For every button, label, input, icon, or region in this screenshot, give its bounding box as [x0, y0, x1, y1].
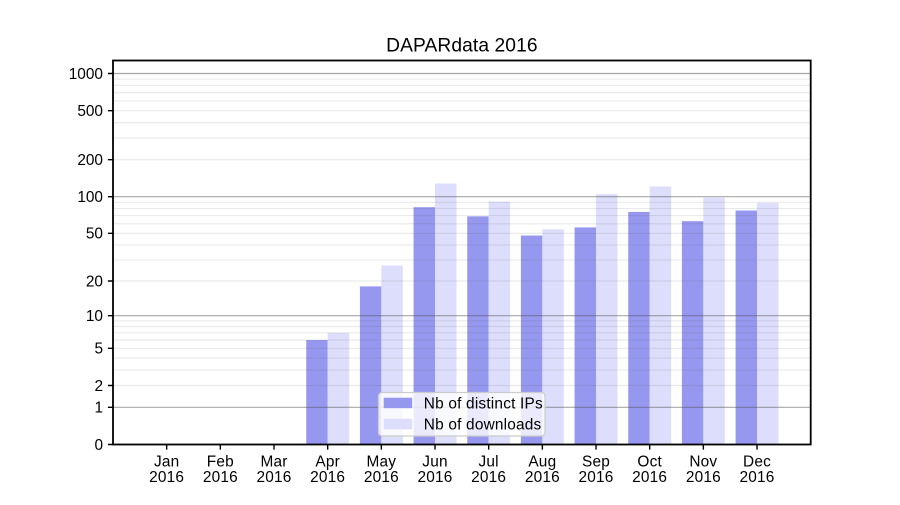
svg-text:Jul: Jul — [479, 454, 499, 471]
svg-text:May: May — [367, 454, 397, 471]
svg-text:2016: 2016 — [364, 469, 399, 486]
svg-text:1: 1 — [94, 400, 103, 417]
svg-text:Jan: Jan — [154, 454, 179, 471]
svg-text:2016: 2016 — [203, 469, 238, 486]
svg-text:Dec: Dec — [743, 454, 771, 471]
svg-text:100: 100 — [77, 189, 103, 206]
svg-text:2016: 2016 — [471, 469, 506, 486]
svg-text:2016: 2016 — [686, 469, 721, 486]
svg-text:Oct: Oct — [637, 454, 662, 471]
svg-text:0: 0 — [94, 437, 103, 454]
svg-text:2016: 2016 — [578, 469, 613, 486]
svg-text:2016: 2016 — [740, 469, 775, 486]
svg-text:10: 10 — [86, 308, 103, 325]
svg-text:Nb of distinct IPs: Nb of distinct IPs — [424, 395, 543, 412]
svg-text:2016: 2016 — [632, 469, 667, 486]
svg-text:2016: 2016 — [417, 469, 452, 486]
svg-text:2: 2 — [94, 378, 103, 395]
svg-text:Aug: Aug — [528, 454, 556, 471]
svg-text:Feb: Feb — [207, 454, 234, 471]
svg-text:500: 500 — [77, 103, 103, 120]
svg-text:Nb of downloads: Nb of downloads — [424, 416, 542, 433]
svg-text:200: 200 — [77, 152, 103, 169]
svg-text:2016: 2016 — [310, 469, 345, 486]
svg-text:Apr: Apr — [315, 454, 340, 471]
svg-text:2016: 2016 — [525, 469, 560, 486]
svg-text:5: 5 — [94, 341, 103, 358]
svg-text:20: 20 — [86, 273, 103, 290]
svg-text:50: 50 — [86, 226, 103, 243]
svg-text:Sep: Sep — [582, 454, 610, 471]
svg-text:Mar: Mar — [260, 454, 287, 471]
svg-text:Nov: Nov — [689, 454, 717, 471]
svg-text:2016: 2016 — [256, 469, 291, 486]
svg-text:2016: 2016 — [149, 469, 184, 486]
svg-text:DAPARdata 2016: DAPARdata 2016 — [386, 35, 537, 56]
svg-text:1000: 1000 — [69, 66, 103, 83]
svg-text:Jun: Jun — [422, 454, 447, 471]
